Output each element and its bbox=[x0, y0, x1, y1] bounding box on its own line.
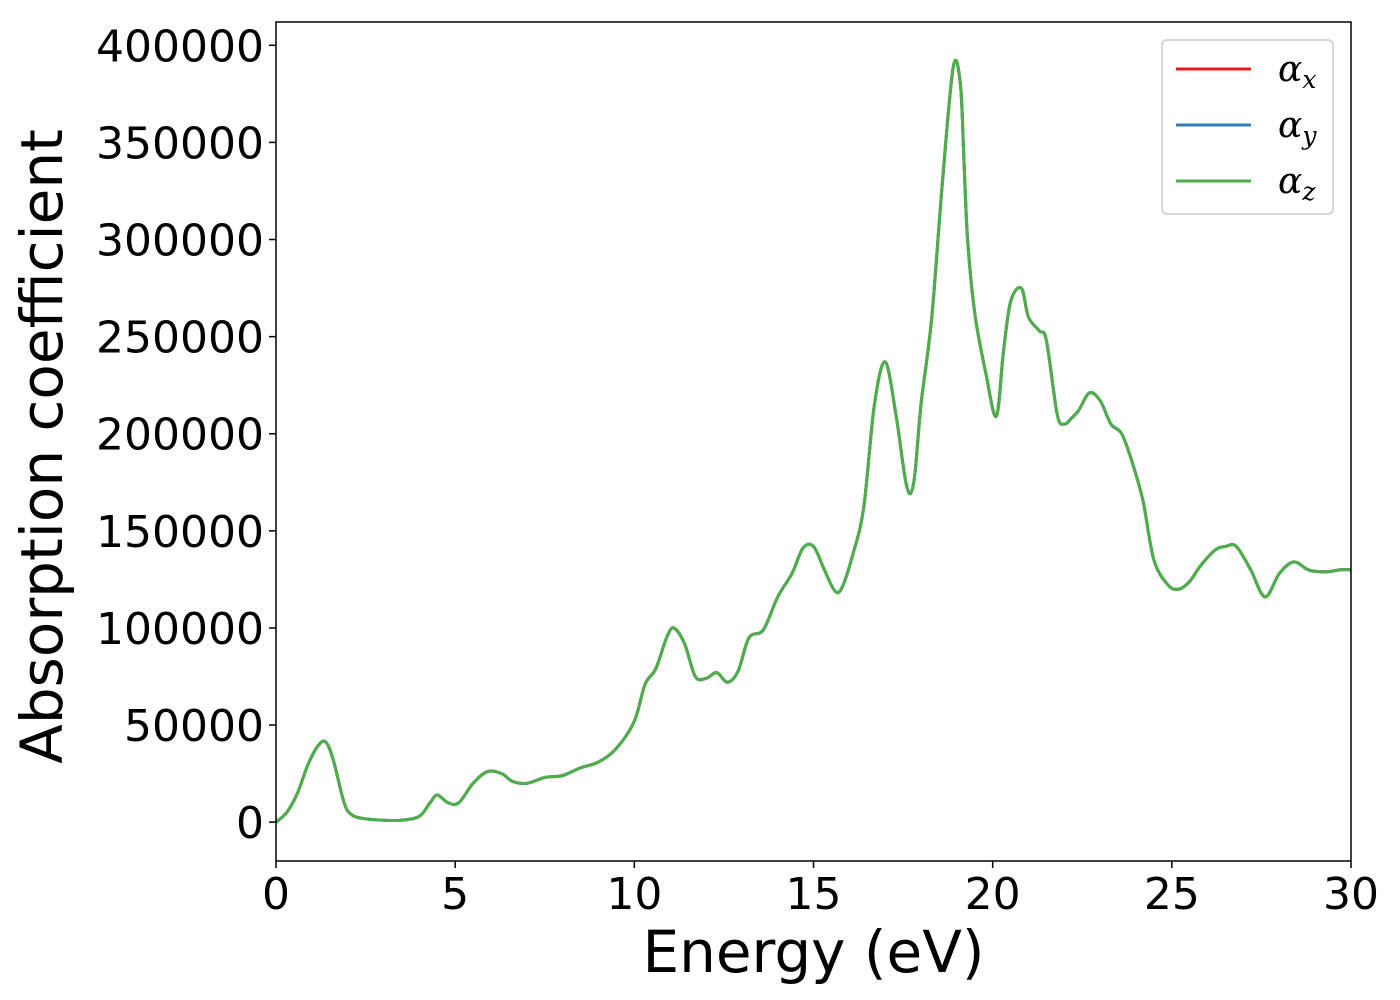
legend-box bbox=[1161, 39, 1334, 215]
y-tick-label: 0 bbox=[236, 798, 264, 849]
y-tick-label: 50000 bbox=[124, 701, 264, 752]
y-tick-label: 150000 bbox=[96, 507, 264, 558]
series-line-3 bbox=[274, 58, 1352, 824]
x-axis-label: Energy (eV) bbox=[642, 918, 984, 986]
x-tick-label: 5 bbox=[441, 869, 469, 920]
x-axis-ticks: 0 5 10 15 20 25 30 bbox=[262, 861, 1379, 920]
x-tick-label: 10 bbox=[606, 869, 662, 920]
x-tick-label: 15 bbox=[786, 869, 842, 920]
y-tick-label: 200000 bbox=[96, 410, 264, 461]
x-tick-label: 25 bbox=[1144, 869, 1200, 920]
y-tick-label: 350000 bbox=[96, 118, 264, 169]
y-axis-label: Absorption coefficient bbox=[8, 129, 76, 764]
x-tick-label: 20 bbox=[965, 869, 1021, 920]
y-tick-label: 250000 bbox=[96, 313, 264, 364]
x-tick-label: 30 bbox=[1323, 869, 1379, 920]
y-tick-label: 300000 bbox=[96, 216, 264, 267]
y-axis-ticks: 0 50000 100000 150000 200000 250000 300000 3500… bbox=[96, 21, 276, 849]
y-tick-label: 400000 bbox=[96, 21, 264, 72]
series-lines bbox=[274, 58, 1352, 824]
y-tick-label: 100000 bbox=[96, 604, 264, 655]
x-tick-label: 0 bbox=[262, 869, 290, 920]
